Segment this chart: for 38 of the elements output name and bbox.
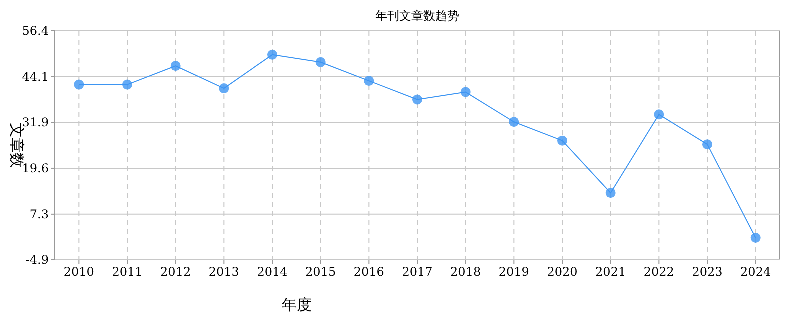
x-tick-label: 2011 xyxy=(112,265,143,279)
y-tick-label: 56.4 xyxy=(22,24,50,38)
point xyxy=(170,61,181,72)
y-tick-label: 44.1 xyxy=(22,70,49,84)
point xyxy=(316,57,326,68)
x-tick-label: 2023 xyxy=(692,265,723,279)
point xyxy=(364,76,374,86)
x-tick-label: 2024 xyxy=(740,265,772,279)
y-tick-label: 7.3 xyxy=(30,207,49,222)
x-tick-label: 2018 xyxy=(450,265,482,279)
point xyxy=(268,50,278,60)
x-tick-label: 2013 xyxy=(208,265,240,279)
x-tick-label: 2016 xyxy=(354,265,384,279)
x-tick-label: 2014 xyxy=(257,265,288,279)
point xyxy=(558,136,568,146)
x-tick-label: 2020 xyxy=(547,265,578,279)
point xyxy=(74,80,84,90)
point xyxy=(654,110,664,120)
x-tick-label: 2012 xyxy=(160,265,192,279)
x-tick-label: 2019 xyxy=(498,265,530,279)
x-tick-label: 2010 xyxy=(64,265,94,279)
point xyxy=(122,80,132,90)
point xyxy=(460,87,471,98)
chart-title: 年刊文章数趋势 xyxy=(376,9,460,23)
y-tick-label: 19.6 xyxy=(22,161,49,176)
y-tick-label: -4.9 xyxy=(26,253,49,267)
point xyxy=(412,94,422,105)
x-tick-label: 2022 xyxy=(644,265,674,279)
x-tick-label: 2021 xyxy=(596,265,626,279)
x-axis-title: 年度 xyxy=(282,296,312,314)
point xyxy=(750,232,761,243)
y-tick-label: 31.9 xyxy=(22,116,49,130)
x-tick-label: 2015 xyxy=(306,265,336,279)
point xyxy=(606,188,616,198)
point xyxy=(219,84,230,94)
point xyxy=(702,140,712,150)
point xyxy=(509,117,520,128)
x-tick-label: 2017 xyxy=(402,265,433,279)
